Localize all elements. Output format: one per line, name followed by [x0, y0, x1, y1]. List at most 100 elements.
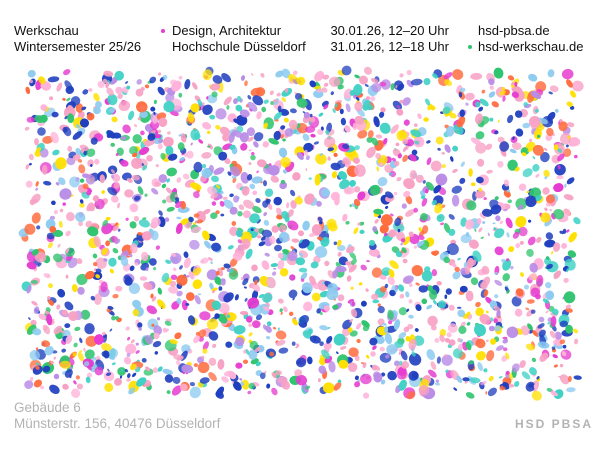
confetti-dot — [258, 294, 265, 298]
website[interactable]: hsd-pbsa.de — [478, 23, 550, 38]
confetti-dot — [124, 189, 134, 198]
confetti-dot — [29, 79, 33, 84]
confetti-dot — [328, 360, 336, 373]
confetti-dot — [144, 84, 150, 89]
confetti-dot — [199, 377, 210, 384]
confetti-dot — [428, 369, 437, 378]
confetti-dot — [529, 262, 538, 273]
confetti-dot — [282, 169, 288, 174]
confetti-dot — [134, 124, 138, 128]
confetti-dot — [154, 351, 159, 355]
confetti-dot — [233, 118, 241, 124]
confetti-dot — [380, 107, 386, 113]
confetti-dot — [73, 342, 78, 348]
confetti-dot — [502, 338, 509, 344]
confetti-dot — [430, 324, 437, 331]
confetti-dot — [317, 378, 321, 383]
confetti-dot — [240, 171, 250, 184]
confetti-dot — [405, 291, 410, 298]
confetti-dot — [106, 348, 119, 360]
confetti-dot — [270, 175, 280, 183]
confetti-dot — [42, 365, 51, 373]
confetti-dot — [229, 144, 236, 150]
confetti-dot — [67, 145, 73, 152]
confetti-dot — [75, 124, 80, 129]
confetti-dot — [151, 129, 156, 134]
confetti-dot — [123, 274, 131, 281]
confetti-dot — [101, 248, 108, 256]
confetti-dot — [494, 294, 499, 299]
website[interactable]: hsd-werkschau.de — [478, 39, 584, 54]
confetti-dot — [458, 92, 463, 98]
confetti-dot — [67, 113, 75, 124]
confetti-dot — [289, 311, 294, 316]
confetti-dot — [238, 204, 245, 211]
confetti-dot — [144, 193, 148, 197]
confetti-dot — [372, 226, 378, 232]
confetti-dot — [204, 240, 212, 249]
confetti-dot — [336, 239, 342, 247]
confetti-dot — [30, 319, 37, 326]
confetti-dot — [370, 95, 376, 102]
confetti-dot — [162, 327, 167, 332]
confetti-dot — [185, 292, 195, 301]
confetti-dot — [431, 269, 438, 277]
confetti-dot — [184, 78, 191, 90]
confetti-dot — [152, 367, 159, 374]
confetti-dot — [109, 328, 113, 332]
confetti-dot — [435, 173, 448, 186]
confetti-dot — [299, 252, 303, 258]
confetti-dot — [238, 244, 249, 251]
confetti-dot — [544, 147, 548, 151]
confetti-dot — [426, 304, 433, 310]
confetti-dot — [395, 85, 398, 89]
confetti-dot — [178, 134, 182, 137]
confetti-dot — [259, 372, 266, 380]
confetti-dot — [566, 387, 576, 393]
confetti-dot — [138, 146, 150, 156]
confetti-dot — [499, 220, 503, 225]
confetti-dot — [249, 340, 259, 350]
confetti-dot — [168, 153, 178, 161]
confetti-dot — [425, 98, 431, 106]
confetti-dot — [135, 342, 139, 346]
confetti-dot — [373, 372, 383, 383]
confetti-dot — [319, 325, 329, 331]
confetti-dot — [309, 335, 321, 344]
confetti-dot — [193, 132, 201, 140]
confetti-dot — [95, 274, 100, 279]
confetti-dot — [58, 177, 66, 186]
confetti-dot — [478, 106, 484, 112]
confetti-dot — [514, 81, 518, 87]
confetti-dot — [245, 349, 250, 355]
confetti-dot — [553, 389, 564, 399]
confetti-dot — [354, 164, 366, 177]
confetti-dot — [237, 210, 243, 217]
confetti-dot — [554, 331, 562, 340]
confetti-dot — [463, 261, 468, 268]
confetti-dot — [276, 214, 283, 220]
confetti-dot — [536, 236, 542, 243]
confetti-dot — [466, 200, 477, 211]
confetti-dot — [290, 246, 295, 250]
confetti-dot — [566, 101, 573, 107]
confetti-dot — [475, 301, 481, 308]
confetti-dot — [540, 152, 550, 163]
confetti-dot — [280, 311, 283, 315]
confetti-dot — [125, 81, 129, 84]
confetti-dot — [346, 246, 355, 254]
confetti-dot — [260, 72, 265, 78]
confetti-dot — [171, 385, 182, 396]
confetti-dot — [353, 84, 363, 96]
confetti-dot — [64, 80, 73, 91]
confetti-dot — [86, 372, 93, 378]
confetti-dot — [453, 124, 464, 135]
confetti-dot — [406, 69, 412, 76]
logo: HSD PBSA — [515, 417, 593, 431]
confetti-dot — [163, 100, 175, 113]
confetti-dot — [506, 258, 510, 262]
confetti-dot — [457, 306, 462, 309]
confetti-dot — [385, 191, 394, 199]
confetti-dot — [65, 230, 71, 237]
confetti-dot — [118, 100, 131, 112]
